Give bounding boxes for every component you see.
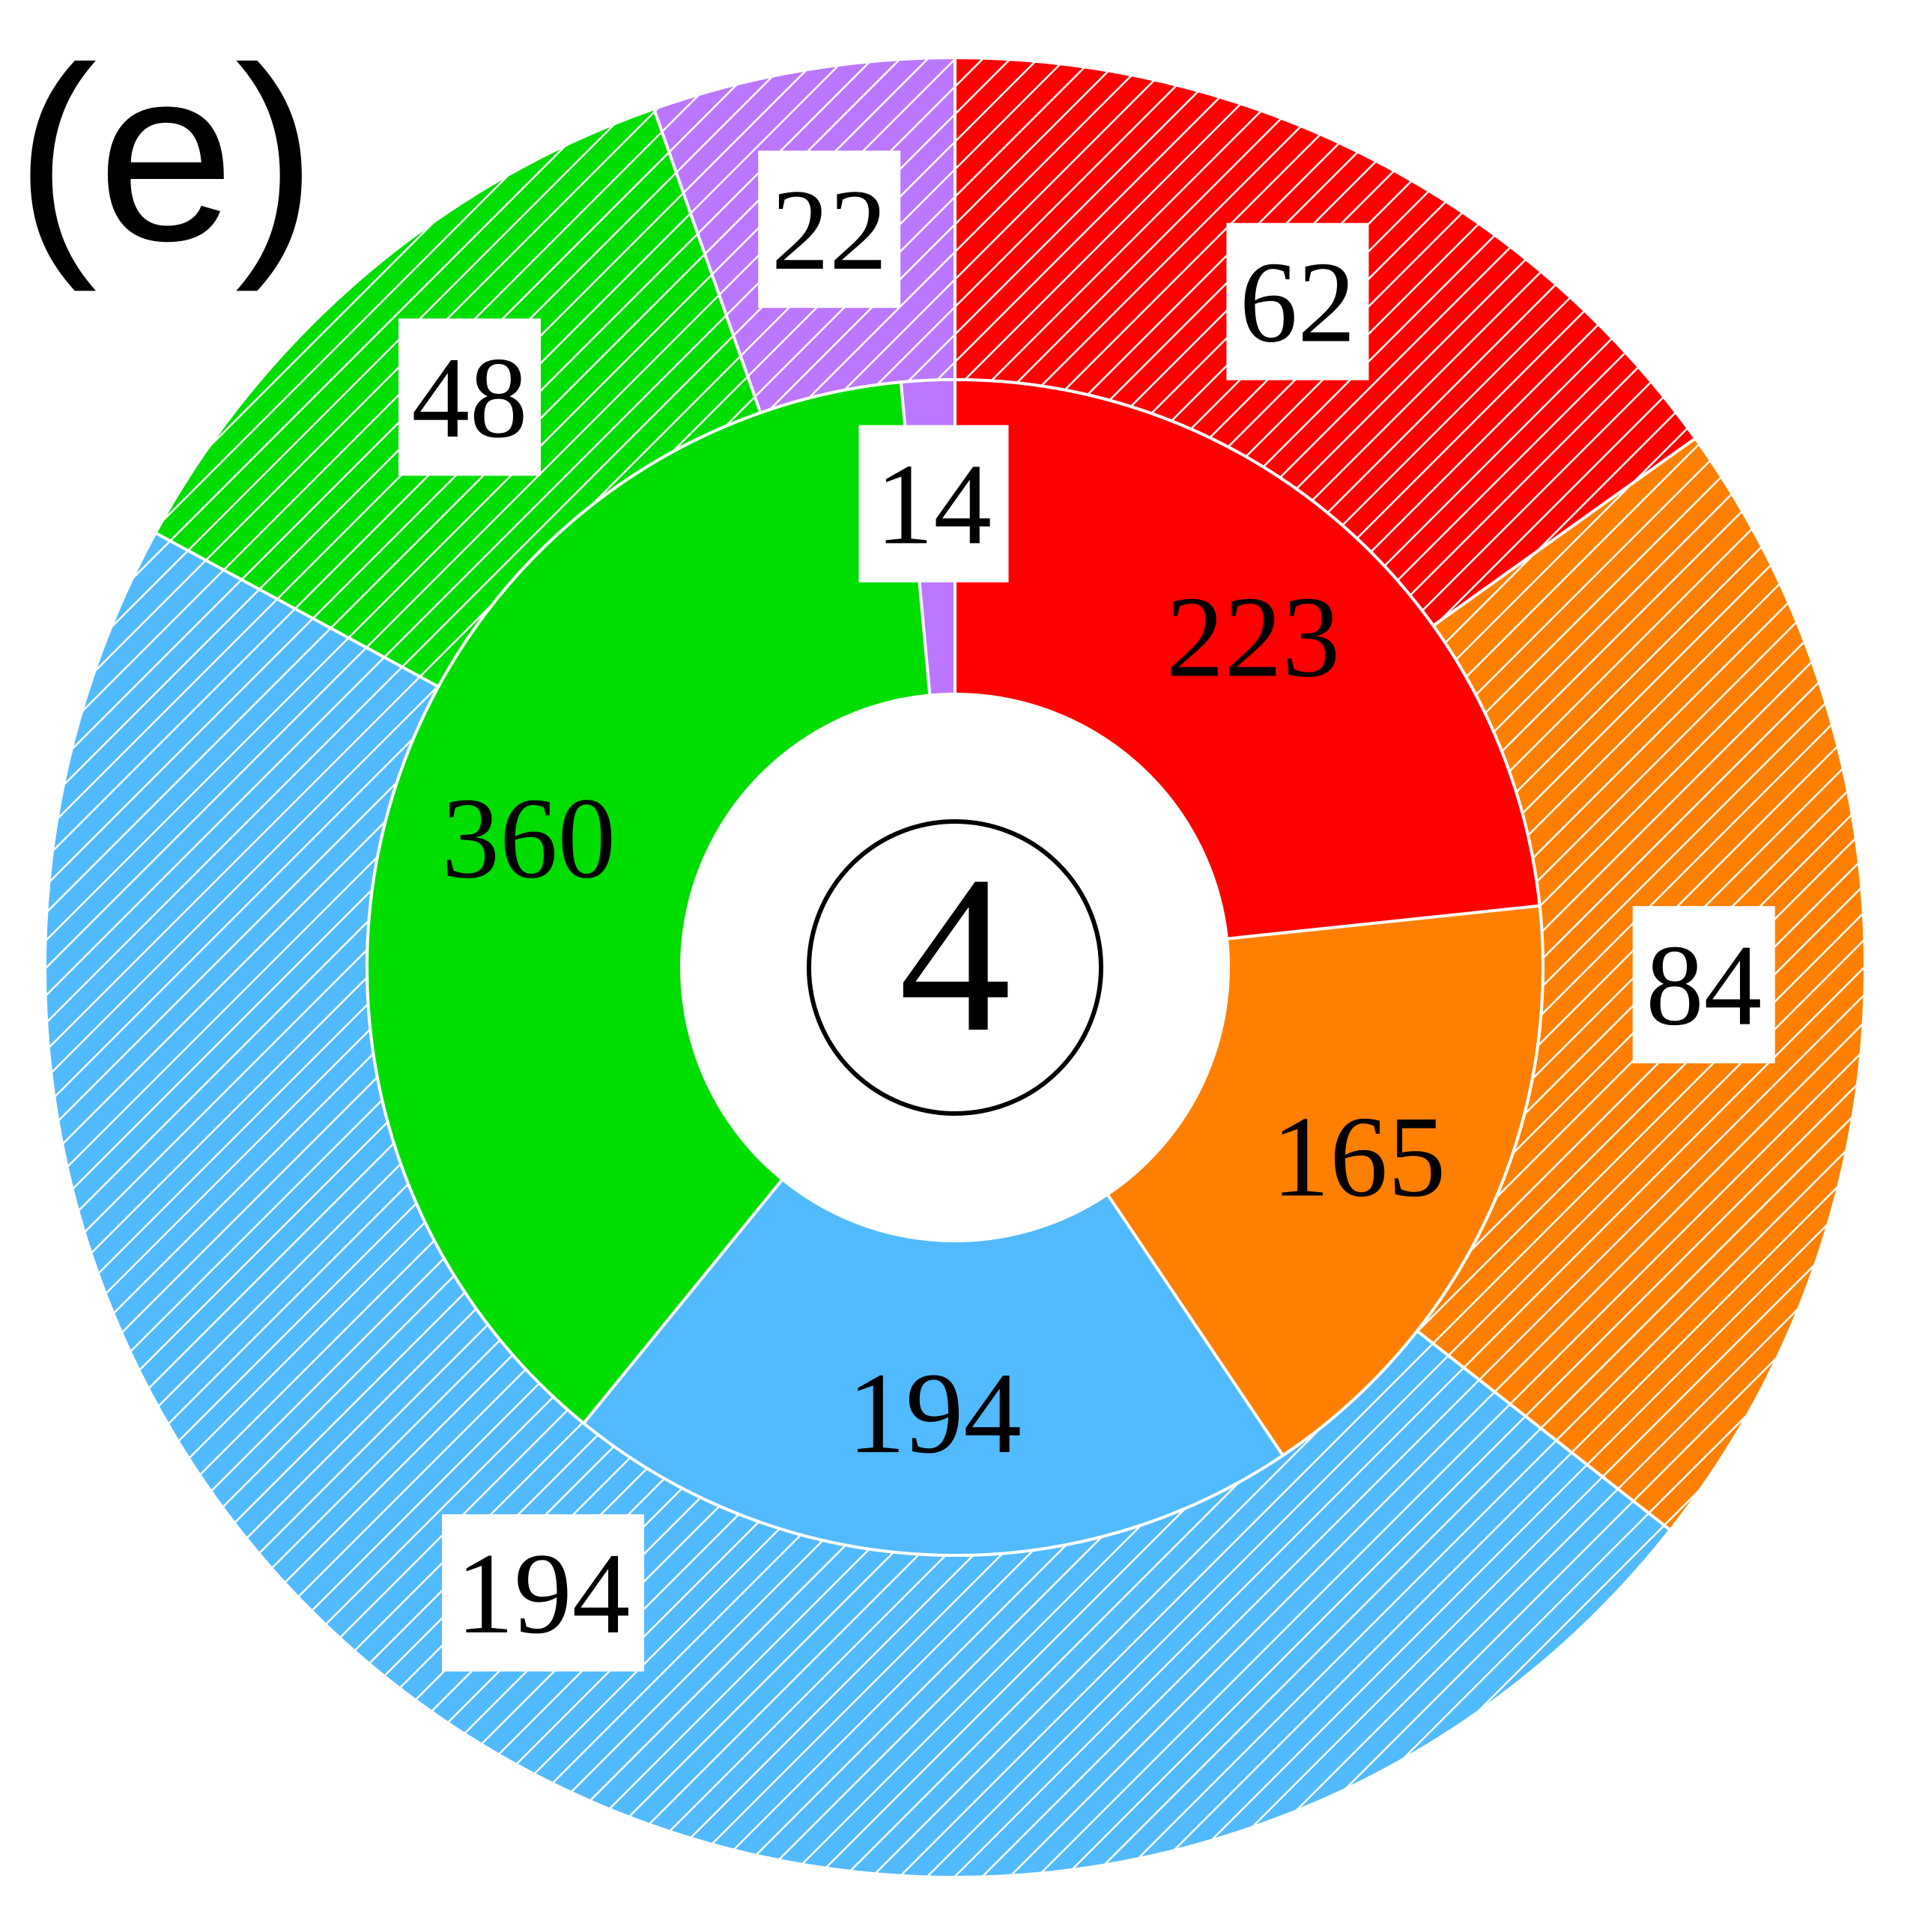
panel-tag: (e): [15, 16, 317, 294]
inner-slice-blue: [581, 1177, 1285, 1558]
inner-ring: [366, 377, 1544, 1558]
inner-ring-labels: 223 165 194 360 14: [442, 425, 1446, 1477]
center-badge-circle: [807, 819, 1103, 1116]
outer-label-purple: 22: [771, 165, 888, 294]
inner-label-purple: 14: [876, 440, 992, 568]
center-badge-number: 4: [899, 830, 1011, 1078]
outer-label-box-red: [1226, 222, 1369, 380]
outer-label-blue: 194: [456, 1529, 631, 1658]
inner-label-green: 360: [442, 774, 616, 902]
outer-ring-labels: 62 84 194 48 22: [398, 151, 1775, 1672]
outer-label-box-orange: [1632, 905, 1775, 1063]
inner-label-red: 223: [1166, 572, 1341, 701]
outer-label-green: 48: [412, 333, 528, 462]
inner-slice-orange: [1105, 904, 1544, 1458]
center-badge: 4: [807, 819, 1103, 1116]
outer-label-orange: 84: [1646, 921, 1762, 1050]
inner-slice-red: [954, 377, 1541, 941]
inner-label-blue: 194: [847, 1349, 1022, 1477]
outer-label-box-purple: [758, 151, 901, 309]
inner-label-box-purple: [858, 425, 1009, 583]
outer-label-red: 62: [1240, 237, 1356, 366]
outer-label-box-green: [398, 318, 542, 476]
inner-label-orange: 165: [1272, 1093, 1446, 1221]
outer-label-box-blue: [442, 1514, 645, 1672]
inner-slice-green: [366, 380, 932, 1426]
